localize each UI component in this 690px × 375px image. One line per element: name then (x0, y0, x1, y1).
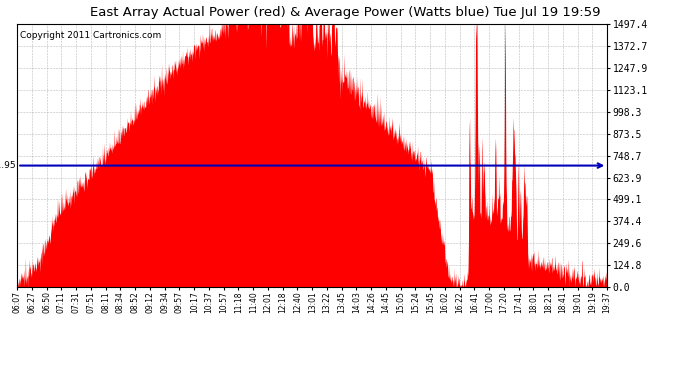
Text: 691.95: 691.95 (0, 161, 16, 170)
Text: East Array Actual Power (red) & Average Power (Watts blue) Tue Jul 19 19:59: East Array Actual Power (red) & Average … (90, 6, 600, 19)
Text: Copyright 2011 Cartronics.com: Copyright 2011 Cartronics.com (20, 31, 161, 40)
